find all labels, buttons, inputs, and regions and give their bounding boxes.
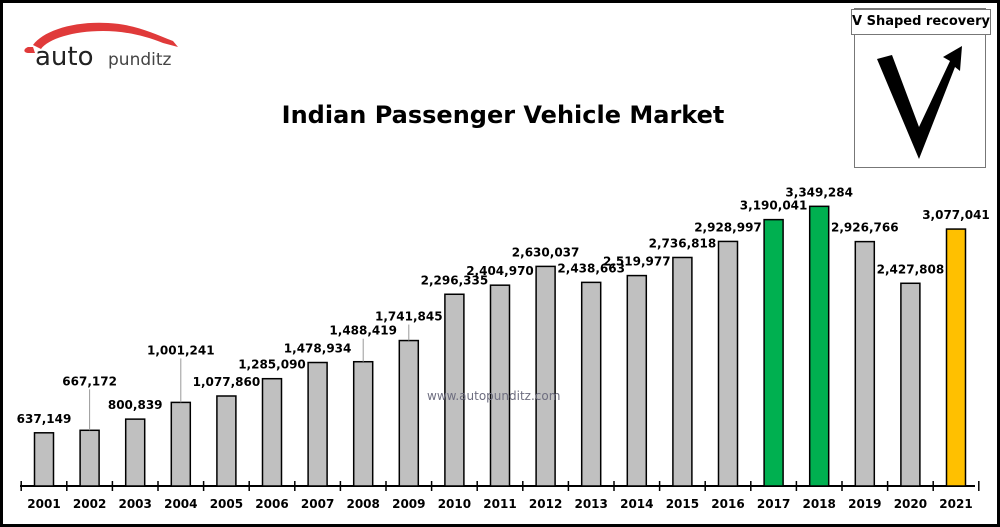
- x-tick-label-2012: 2012: [529, 497, 562, 511]
- data-label-2019: 2,926,766: [831, 221, 899, 235]
- bar-2008: [352, 360, 374, 487]
- data-label-2020: 2,427,808: [877, 262, 945, 276]
- x-tick-label-2008: 2008: [346, 497, 379, 511]
- x-tick-label-2019: 2019: [848, 497, 881, 511]
- x-tick-label-2011: 2011: [483, 497, 516, 511]
- bar-2013: [580, 281, 602, 487]
- bar-2015: [672, 256, 693, 487]
- x-tick-label-2009: 2009: [392, 497, 425, 511]
- x-tick-label-2001: 2001: [27, 497, 60, 511]
- x-tick-label-2013: 2013: [574, 497, 607, 511]
- bar-2018: [808, 205, 830, 487]
- x-tick-label-2020: 2020: [894, 497, 927, 511]
- x-tick-label-2003: 2003: [118, 497, 151, 511]
- bar-2002: [79, 429, 100, 487]
- autopunditz-logo: auto punditz: [24, 22, 178, 72]
- data-label-2017: 3,190,041: [740, 199, 808, 213]
- bar-2016: [717, 240, 739, 487]
- x-tick-label-2007: 2007: [301, 497, 334, 511]
- data-label-2002: 667,172: [62, 374, 117, 388]
- data-label-2012: 2,630,037: [512, 245, 580, 259]
- v-recovery-inset: V Shaped recovery: [851, 8, 991, 168]
- data-label-2011: 2,404,970: [466, 264, 534, 278]
- x-tick-label-2014: 2014: [620, 497, 653, 511]
- logo-text-auto: auto: [35, 42, 94, 72]
- x-tick-label-2015: 2015: [666, 497, 699, 511]
- data-label-2015: 2,736,818: [649, 236, 717, 250]
- data-label-2003: 800,839: [108, 398, 163, 412]
- x-tick-label-2004: 2004: [164, 497, 197, 511]
- bar-2021: [945, 228, 967, 487]
- x-tick-label-2017: 2017: [757, 497, 790, 511]
- v-arrow-icon: [877, 46, 962, 159]
- bar-2010: [444, 293, 465, 487]
- watermark: www.autopunditz.com: [427, 389, 561, 403]
- x-tick-label-2016: 2016: [711, 497, 744, 511]
- data-label-2004: 1,001,241: [147, 343, 215, 357]
- data-label-2013: 2,438,663: [557, 261, 625, 275]
- bar-2012: [535, 265, 556, 487]
- bar-2017: [763, 218, 784, 487]
- bar-2020: [900, 282, 921, 487]
- data-label-2021: 3,077,041: [922, 208, 990, 222]
- data-label-2009: 1,741,845: [375, 310, 443, 324]
- bar-chart: 637,149 2001 667,172 2002 800,839 2003 1,001,2…: [17, 185, 990, 511]
- logo-text-punditz: punditz: [108, 50, 172, 70]
- data-label-2014: 2,519,977: [603, 255, 671, 269]
- bar-2009: [398, 339, 420, 487]
- data-label-2010: 2,296,335: [421, 273, 489, 287]
- x-tick-label-2002: 2002: [73, 497, 106, 511]
- bar-2014: [626, 274, 648, 487]
- chart-title: Indian Passenger Vehicle Market: [281, 101, 725, 129]
- data-label-2008: 1,488,419: [329, 324, 397, 338]
- v-recovery-label: V Shaped recovery: [851, 9, 991, 35]
- data-label-2001: 637,149: [17, 412, 72, 426]
- bar-2004: [170, 401, 192, 487]
- bar-2003: [124, 418, 146, 487]
- bar-2011: [489, 284, 511, 487]
- x-tick-label-2010: 2010: [438, 497, 471, 511]
- x-tick-label-2018: 2018: [802, 497, 835, 511]
- x-tick-label-2006: 2006: [255, 497, 288, 511]
- bar-2006: [261, 377, 283, 487]
- x-tick-label-2005: 2005: [210, 497, 243, 511]
- data-label-2016: 2,928,997: [694, 220, 762, 234]
- bar-2005: [216, 395, 237, 487]
- data-label-2005: 1,077,860: [193, 375, 261, 389]
- bar-2019: [854, 240, 876, 487]
- bar-2001: [33, 432, 55, 487]
- data-label-2007: 1,478,934: [284, 342, 352, 356]
- data-label-2018: 3,349,284: [785, 185, 853, 199]
- data-label-2006: 1,285,090: [238, 358, 306, 372]
- x-tick-label-2021: 2021: [939, 497, 972, 511]
- bar-2007: [307, 361, 328, 487]
